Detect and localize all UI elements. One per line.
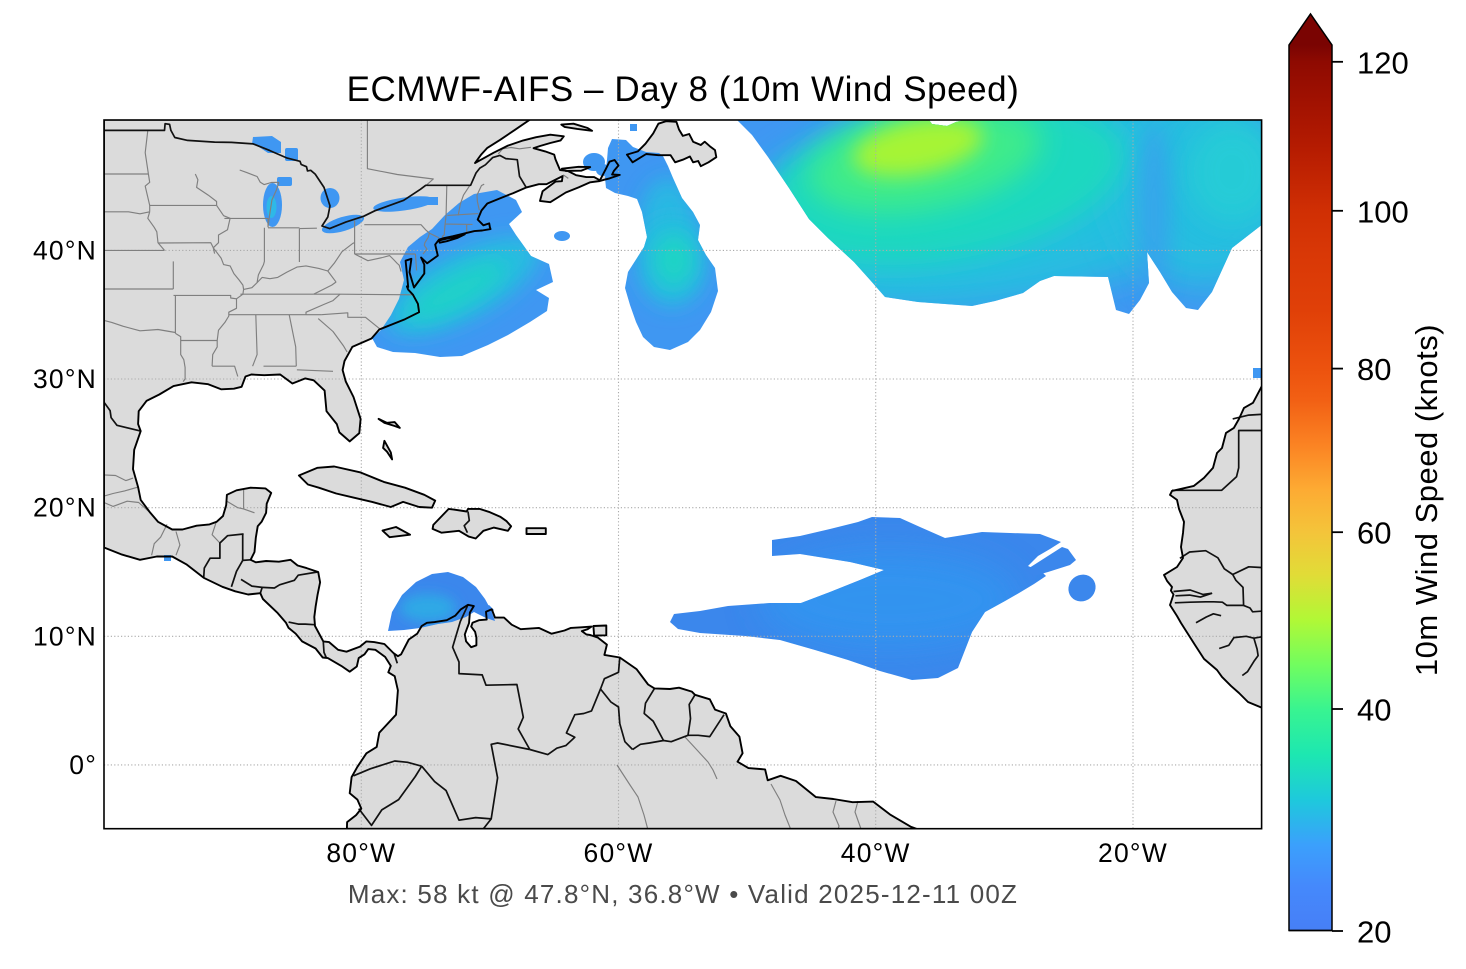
svg-text:80°W: 80°W — [326, 838, 396, 868]
svg-text:40: 40 — [1357, 693, 1391, 728]
svg-text:0°: 0° — [69, 750, 97, 780]
svg-text:20°W: 20°W — [1098, 838, 1168, 868]
svg-text:80: 80 — [1357, 352, 1391, 387]
svg-text:Max: 58 kt @ 47.8°N, 36.8°W •: Max: 58 kt @ 47.8°N, 36.8°W • Valid 2025… — [348, 879, 1018, 909]
svg-text:120: 120 — [1357, 45, 1409, 80]
svg-text:40°W: 40°W — [841, 838, 911, 868]
svg-text:20°N: 20°N — [33, 493, 97, 523]
svg-text:10°N: 10°N — [33, 621, 97, 651]
svg-text:10m Wind Speed (knots): 10m Wind Speed (knots) — [1409, 324, 1444, 676]
svg-text:20: 20 — [1357, 915, 1391, 950]
svg-text:60: 60 — [1357, 516, 1391, 551]
svg-text:30°N: 30°N — [33, 364, 97, 394]
svg-text:ECMWF-AIFS – Day 8 (10m Wind S: ECMWF-AIFS – Day 8 (10m Wind Speed) — [347, 70, 1020, 109]
svg-text:40°N: 40°N — [33, 235, 97, 265]
svg-text:60°W: 60°W — [584, 838, 654, 868]
svg-text:100: 100 — [1357, 194, 1409, 229]
